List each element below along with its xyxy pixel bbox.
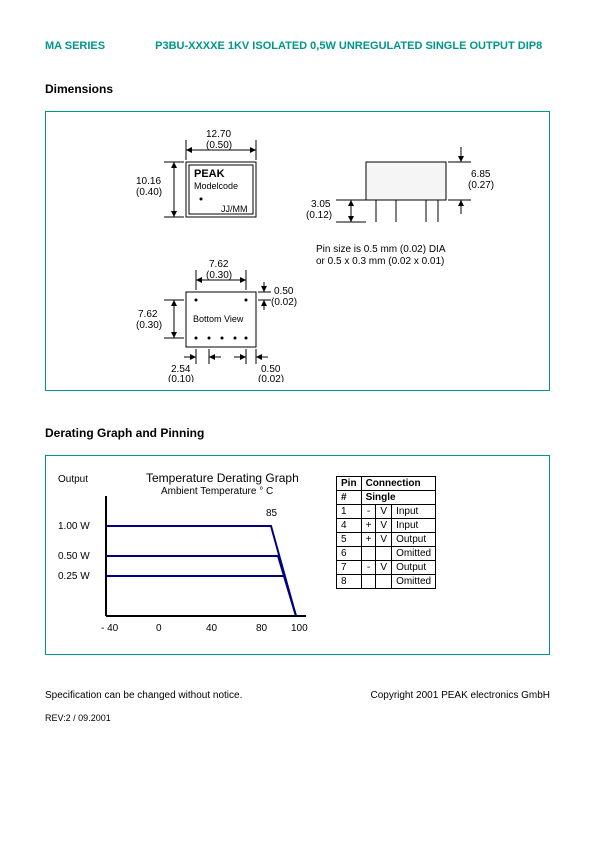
- svg-text:(0.30): (0.30): [206, 270, 232, 281]
- dimensions-box: PEAK Modelcode JJ/MM 12.70 (0.50) 10.16 …: [45, 111, 550, 391]
- dimensions-title: Dimensions: [45, 82, 550, 96]
- pin-header: Pin: [337, 477, 362, 491]
- svg-text:80: 80: [256, 623, 268, 634]
- svg-text:0: 0: [156, 623, 162, 634]
- chart-ytick-0: 1.00 W: [58, 521, 90, 532]
- svg-text:- 40: - 40: [101, 623, 119, 634]
- pin-table-container: Pin Connection # Single 1-VInput4+VInput…: [336, 466, 539, 644]
- svg-text:(0.27): (0.27): [468, 180, 494, 191]
- chart-ytick-1: 0.50 W: [58, 551, 90, 562]
- svg-text:Pin size is 0.5 mm (0.02) DIA: Pin size is 0.5 mm (0.02) DIA: [316, 244, 446, 255]
- svg-text:(0.50): (0.50): [206, 140, 232, 151]
- svg-text:12.70: 12.70: [206, 129, 231, 140]
- table-row: 1-VInput: [337, 505, 436, 519]
- chart-output-label: Output: [58, 474, 88, 485]
- svg-text:(0.10): (0.10): [168, 374, 194, 382]
- chart-ytick-2: 0.25 W: [58, 571, 90, 582]
- dimensions-diagram: PEAK Modelcode JJ/MM 12.70 (0.50) 10.16 …: [56, 122, 536, 382]
- svg-text:85: 85: [266, 508, 278, 519]
- num-header: #: [337, 491, 362, 505]
- conn-header: Connection: [361, 477, 436, 491]
- svg-text:100: 100: [291, 623, 308, 634]
- svg-text:(0.30): (0.30): [136, 320, 162, 331]
- derating-title: Derating Graph and Pinning: [45, 426, 550, 440]
- derating-chart: Output 1.00 W 0.50 W 0.25 W Temperature …: [56, 466, 316, 644]
- derating-box: Output 1.00 W 0.50 W 0.25 W Temperature …: [45, 455, 550, 655]
- header: MA SERIES P3BU-XXXXE 1KV ISOLATED 0,5W U…: [45, 40, 550, 52]
- pin-table: Pin Connection # Single 1-VInput4+VInput…: [336, 476, 436, 589]
- svg-text:(0.02): (0.02): [258, 374, 284, 382]
- svg-text:(0.12): (0.12): [306, 210, 332, 221]
- table-row: 5+VOutput: [337, 533, 436, 547]
- jjmm-text: JJ/MM: [221, 204, 248, 214]
- table-row: 6Omitted: [337, 547, 436, 561]
- svg-text:0.50: 0.50: [274, 286, 294, 297]
- svg-text:(0.40): (0.40): [136, 187, 162, 198]
- svg-text:7.62: 7.62: [209, 259, 229, 270]
- footer: Specification can be changed without not…: [45, 690, 550, 701]
- table-row: 8Omitted: [337, 575, 436, 589]
- svg-text:Ambient Temperature ° C: Ambient Temperature ° C: [161, 486, 273, 497]
- peak-text: PEAK: [194, 168, 225, 180]
- svg-text:Bottom View: Bottom View: [193, 314, 244, 324]
- table-row: 7-VOutput: [337, 561, 436, 575]
- single-header: Single: [361, 491, 436, 505]
- svg-text:Temperature Derating Graph: Temperature Derating Graph: [146, 471, 299, 485]
- svg-text:40: 40: [206, 623, 218, 634]
- svg-text:3.05: 3.05: [311, 199, 331, 210]
- revision: REV:2 / 09.2001: [45, 713, 550, 723]
- svg-text:(0.02): (0.02): [271, 297, 297, 308]
- svg-text:10.16: 10.16: [136, 176, 161, 187]
- copyright: Copyright 2001 PEAK electronics GmbH: [370, 690, 550, 701]
- spec-note: Specification can be changed without not…: [45, 690, 242, 701]
- part-label: P3BU-XXXXE 1KV ISOLATED 0,5W UNREGULATED…: [155, 40, 542, 52]
- modelcode-text: Modelcode: [194, 181, 238, 191]
- svg-text:or 0.5 x 0.3 mm (0.02 x 0.01): or 0.5 x 0.3 mm (0.02 x 0.01): [316, 256, 444, 267]
- table-row: 4+VInput: [337, 519, 436, 533]
- svg-text:7.62: 7.62: [138, 309, 158, 320]
- svg-text:6.85: 6.85: [471, 169, 491, 180]
- series-label: MA SERIES: [45, 40, 105, 52]
